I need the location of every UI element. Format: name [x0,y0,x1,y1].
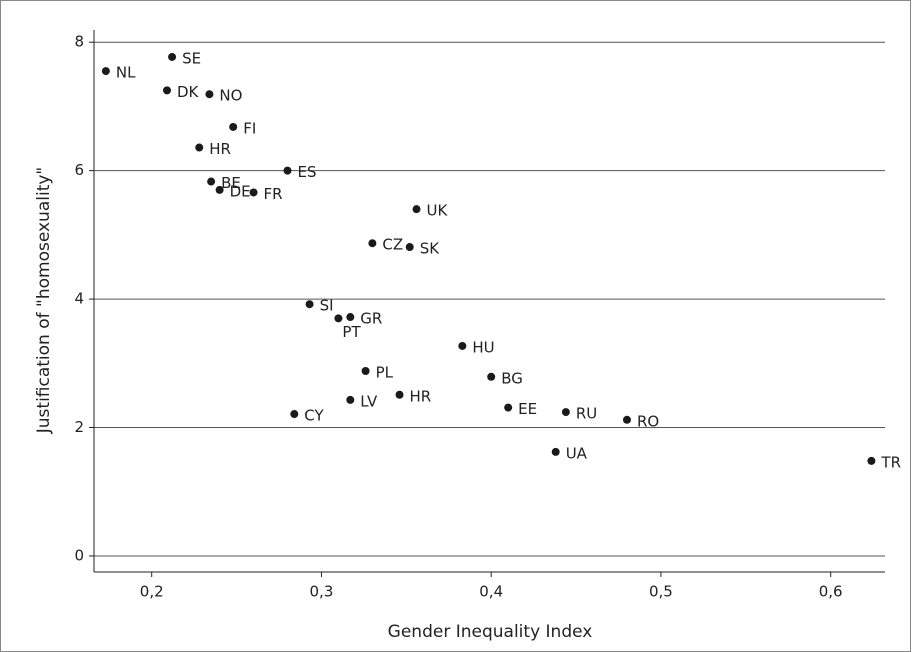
point [504,403,513,412]
point-label: PL [376,363,394,381]
point [487,372,496,381]
point [867,456,876,465]
point-label: SI [320,297,334,315]
point [412,205,421,214]
point-label: HR [209,140,231,158]
x-tick-label: 0,2 [140,583,164,601]
point [405,243,414,252]
point-label: HR [410,387,432,405]
point-label: EE [518,400,537,418]
point [290,410,299,419]
x-axis-title: Gender Inequality Index [388,622,593,642]
point [458,341,467,350]
point-label: BG [501,369,523,387]
point [334,314,343,323]
y-tick-label: 2 [74,418,84,436]
point-label: RO [637,412,659,430]
point [551,447,560,456]
point [346,395,355,404]
point-label: SE [182,49,201,67]
point [305,300,314,309]
point [346,313,355,322]
point [361,366,370,375]
point-label: LV [360,392,378,410]
point [207,177,216,186]
point-label: FR [264,185,283,203]
y-tick-label: 4 [74,290,84,308]
point-label: DE [230,182,251,200]
point-label: SK [420,240,441,258]
point [622,415,631,424]
x-tick-label: 0,4 [479,583,503,601]
x-tick-label: 0,3 [310,583,334,601]
y-tick-label: 0 [74,546,84,564]
point [205,90,214,99]
point-label: UK [427,202,449,220]
point [195,143,204,152]
point-label: GR [360,310,382,328]
point [249,188,258,197]
point-label: NL [116,64,136,82]
point-label: CY [304,407,324,425]
y-tick-label: 6 [74,161,84,179]
point [168,52,177,61]
y-tick-label: 8 [74,33,84,51]
y-axis-title: Justification of "homosexuality" [34,167,54,434]
point [101,67,110,76]
point [395,390,404,399]
point-label: PT [342,323,361,341]
point-label: DK [177,83,200,101]
point-label: BE [221,174,241,192]
point-label: UA [566,444,588,462]
point-label: ES [298,163,317,181]
point [561,408,570,417]
point [368,239,377,248]
point-label: HU [472,338,494,356]
point-label: CZ [382,236,403,254]
point [229,122,238,131]
point-label: RU [576,405,597,423]
point [162,86,171,95]
point-label: NO [219,87,242,105]
point [215,185,224,194]
x-tick-label: 0,6 [819,583,843,601]
point-label: TR [880,453,901,471]
point [283,166,292,175]
point-label: FI [243,119,256,137]
x-tick-label: 0,5 [649,583,673,601]
